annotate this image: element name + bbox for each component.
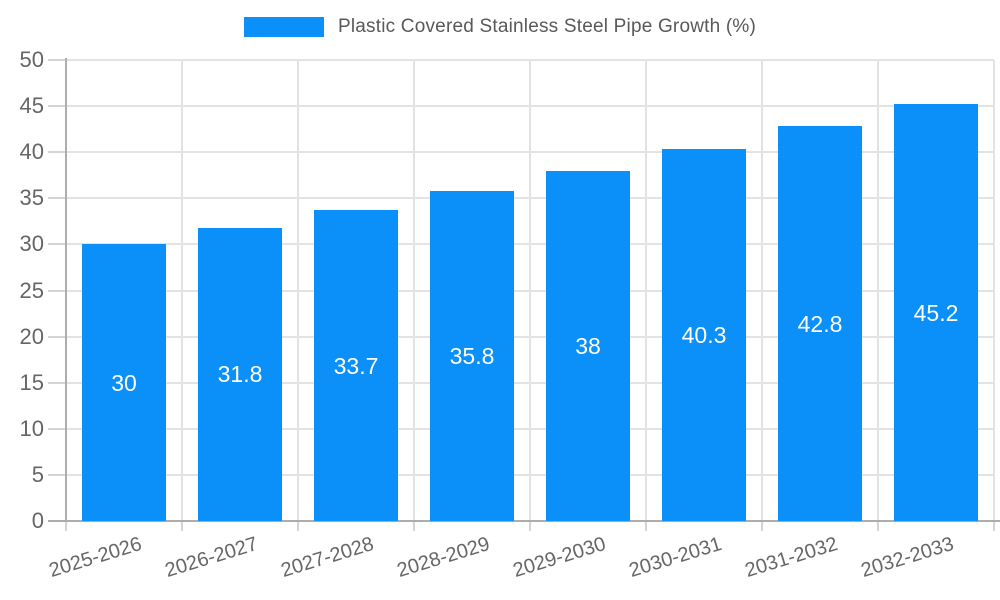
y-axis-tick-label: 10: [19, 415, 44, 441]
x-axis-tick: [529, 521, 531, 531]
y-axis-tick-label: 20: [19, 323, 44, 349]
y-axis-tick: [48, 105, 66, 108]
bar-value-label: 42.8: [797, 310, 843, 337]
y-axis-tick-label: 15: [19, 369, 44, 395]
y-axis-tick: [48, 473, 66, 476]
y-axis-tick-label: 40: [19, 139, 44, 165]
gridline-vertical: [413, 60, 415, 521]
x-axis-tick-label: 2031-2032: [742, 532, 841, 582]
bar: [778, 126, 862, 521]
x-axis-tick: [181, 521, 183, 531]
bar-value-label: 40.3: [681, 322, 727, 349]
x-axis-tick-label: 2028-2029: [394, 532, 493, 582]
x-axis-line: [48, 520, 1000, 522]
gridline-vertical: [761, 60, 763, 521]
y-axis-tick: [48, 151, 66, 154]
x-axis-tick-label: 2026-2027: [162, 532, 261, 582]
bar: [82, 244, 166, 521]
bar: [894, 104, 978, 521]
y-axis-tick: [48, 243, 66, 246]
y-axis-tick-label: 0: [31, 508, 44, 533]
bar: [198, 227, 282, 521]
bar-value-label: 45.2: [913, 299, 959, 326]
gridline-vertical: [529, 60, 531, 521]
bar: [430, 190, 514, 521]
y-axis-tick-label: 50: [19, 47, 44, 72]
x-axis-tick-label: 2030-2031: [626, 532, 725, 582]
y-axis-tick-label: 25: [19, 277, 44, 303]
x-axis-tick: [413, 521, 415, 531]
x-axis-tick-label: 2025-2026: [46, 532, 145, 582]
bar-value-label: 31.8: [217, 361, 263, 388]
y-axis-line: [65, 58, 67, 521]
y-axis-tick-label: 5: [31, 461, 44, 487]
gridline-vertical: [645, 60, 647, 521]
y-axis-tick: [48, 289, 66, 292]
gridline-vertical: [877, 60, 879, 521]
y-axis-tick: [48, 335, 66, 338]
gridline-vertical: [993, 60, 995, 521]
x-axis-tick: [65, 521, 67, 531]
bar-value-label: 38: [575, 332, 601, 359]
y-axis-tick: [48, 197, 66, 200]
bar-value-label: 30: [111, 369, 137, 396]
y-axis-tick: [48, 427, 66, 430]
bar: [314, 210, 398, 521]
y-axis-tick-label: 45: [19, 93, 44, 119]
bar: [662, 149, 746, 521]
x-axis-tick: [645, 521, 647, 531]
x-axis-tick: [761, 521, 763, 531]
chart-legend: Plastic Covered Stainless Steel Pipe Gro…: [0, 16, 1000, 38]
x-axis-tick-label: 2032-2033: [858, 532, 957, 582]
x-axis-tick: [877, 521, 879, 531]
bar: [546, 170, 630, 521]
gridline-vertical: [297, 60, 299, 521]
legend-label: Plastic Covered Stainless Steel Pipe Gro…: [337, 16, 757, 37]
bar-value-label: 35.8: [449, 342, 495, 369]
x-axis-tick: [297, 521, 299, 531]
y-axis-tick: [48, 59, 66, 61]
x-axis-tick-label: 2029-2030: [510, 532, 609, 582]
y-axis-tick: [48, 381, 66, 384]
legend-swatch-icon: [243, 17, 324, 37]
x-axis-tick: [993, 521, 995, 531]
gridline-vertical: [181, 60, 183, 521]
bar-value-label: 33.7: [333, 352, 379, 379]
y-axis-tick-label: 30: [19, 231, 44, 257]
y-axis-tick-label: 35: [19, 185, 44, 211]
x-axis-tick-label: 2027-2028: [278, 532, 377, 582]
